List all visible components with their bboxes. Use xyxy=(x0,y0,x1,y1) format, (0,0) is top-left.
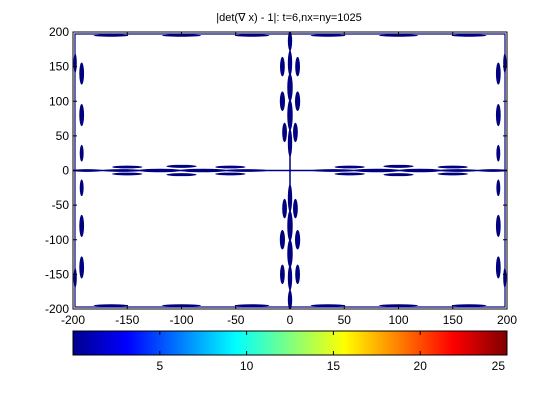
contour-region xyxy=(79,62,85,85)
contour-region xyxy=(495,214,501,237)
contour-region xyxy=(383,173,414,177)
y-tick-label: 0 xyxy=(62,164,69,178)
contour-region xyxy=(215,165,246,169)
contour-region xyxy=(495,104,501,127)
contour-region xyxy=(79,256,85,279)
x-tick-label: -150 xyxy=(115,313,139,327)
colorbar-tick-label: 15 xyxy=(327,359,341,373)
colorbar-tick-label: 10 xyxy=(240,359,254,373)
y-axis: -200 -150 -100 -50 0 50 100 150 200 xyxy=(45,25,507,316)
x-tick-label: 150 xyxy=(443,313,463,327)
contour-region xyxy=(295,264,300,285)
y-tick-label: 150 xyxy=(49,60,69,74)
contour-region xyxy=(79,179,84,197)
y-tick-label: -100 xyxy=(45,233,69,247)
contour-region xyxy=(495,62,501,85)
contour-region xyxy=(234,34,270,37)
contour-region xyxy=(310,304,346,307)
x-tick-label: -50 xyxy=(227,313,245,327)
contour-region xyxy=(451,304,487,307)
contour-region xyxy=(234,304,270,307)
contour-region xyxy=(112,172,143,176)
contour-region xyxy=(279,91,286,111)
colorbar-tick-label: 25 xyxy=(492,359,506,373)
contour-region xyxy=(166,173,197,177)
y-tick-label: -50 xyxy=(52,198,70,212)
contour-region xyxy=(79,104,85,127)
contour-region xyxy=(334,172,365,176)
chart-title: |det(∇ x) - 1|: t=6,nx=ny=1025 xyxy=(216,12,361,24)
y-tick-label: 200 xyxy=(49,25,69,39)
colorbar-tick-label: 5 xyxy=(156,359,163,373)
x-tick-label: -200 xyxy=(61,313,85,327)
contour-region xyxy=(451,34,487,37)
contour-region xyxy=(79,214,85,237)
contour-region xyxy=(280,264,285,285)
contour-region xyxy=(495,256,501,279)
contour-region xyxy=(93,304,129,307)
x-tick-label: 50 xyxy=(338,313,352,327)
contour-region xyxy=(496,179,501,197)
colorbar-tick-label: 20 xyxy=(414,359,428,373)
y-tick-label: 100 xyxy=(49,94,69,108)
contour-region xyxy=(166,164,197,168)
x-tick-label: 100 xyxy=(388,313,408,327)
contour-region xyxy=(112,165,143,169)
contour-regions xyxy=(73,32,507,309)
contour-region xyxy=(282,122,287,143)
y-tick-label: 50 xyxy=(56,129,70,143)
x-tick-label: 0 xyxy=(287,313,294,327)
x-tick-label: 200 xyxy=(497,313,517,327)
contour-region xyxy=(294,230,301,250)
contour-region xyxy=(295,56,300,77)
contour-region xyxy=(282,198,287,219)
contour-region xyxy=(310,34,346,37)
y-tick-label: -150 xyxy=(45,267,69,281)
contour-region xyxy=(215,172,246,176)
contour-region xyxy=(294,91,301,111)
contour-region xyxy=(93,34,129,37)
contour-region xyxy=(279,230,286,250)
contour-region xyxy=(293,122,298,143)
y-tick-label: -200 xyxy=(45,302,69,316)
contour-region xyxy=(437,172,468,176)
contour-region xyxy=(293,198,298,219)
contour-region xyxy=(334,165,365,169)
contour-region xyxy=(280,56,285,77)
contour-region xyxy=(383,164,414,168)
contour-region xyxy=(79,144,84,162)
x-axis: -200 -150 -100 -50 0 50 100 150 200 xyxy=(61,32,517,327)
contour-region xyxy=(496,144,501,162)
colorbar xyxy=(72,330,508,356)
contour-region xyxy=(437,165,468,169)
x-tick-label: -100 xyxy=(169,313,193,327)
colorbar-axis: 5 10 15 20 25 xyxy=(156,331,508,373)
